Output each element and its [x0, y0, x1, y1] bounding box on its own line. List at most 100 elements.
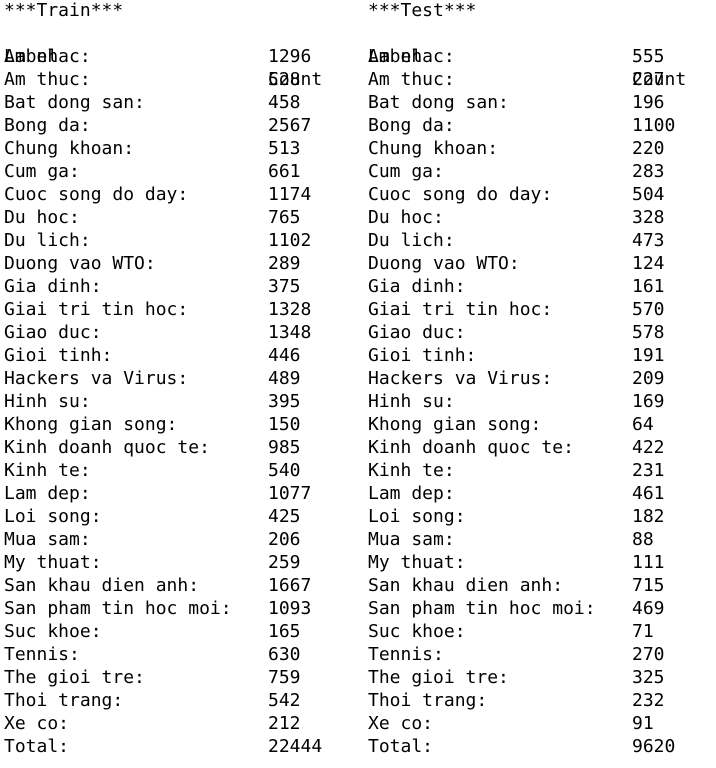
train-row-count: 630: [268, 644, 301, 665]
train-row-label: Xe co:: [4, 713, 70, 734]
test-row-count: 270: [632, 644, 665, 665]
test-table-row: Xe co: 91: [368, 712, 654, 735]
train-table-row: Hackers va Virus: 489: [4, 367, 301, 390]
train-table-row: Am thuc: 528: [4, 68, 301, 91]
train-table-row: Cuoc song do day: 1174: [4, 183, 311, 206]
train-table-row: San pham tin hoc moi: 1093: [4, 597, 311, 620]
train-table-row: Total: 22444: [4, 735, 322, 758]
train-table-row: Am nhac: 1296: [4, 45, 311, 68]
test-row-count: 504: [632, 184, 665, 205]
test-row-label: Am thuc:: [368, 69, 455, 90]
train-row-count: 1296: [268, 46, 312, 67]
train-row-count: 1093: [268, 598, 312, 619]
test-table-row: Lam dep: 461: [368, 482, 665, 505]
test-row-count: 9620: [632, 736, 676, 757]
test-row-label: Tennis:: [368, 644, 444, 665]
test-row-count: 232: [632, 690, 665, 711]
train-row-label: Du hoc:: [4, 207, 80, 228]
test-row-count: 461: [632, 483, 665, 504]
test-section: ***Test*** Label Count Am nhac: 555 Am thu…: [368, 0, 686, 758]
test-row-label: Du hoc:: [368, 207, 444, 228]
test-row-count: 283: [632, 161, 665, 182]
train-table-row: Duong vao WTO: 289: [4, 252, 301, 275]
train-row-label: Am nhac:: [4, 46, 91, 67]
test-table-row: Tennis: 270: [368, 643, 665, 666]
train-table-row: Du lich: 1102: [4, 229, 311, 252]
test-row-count: 161: [632, 276, 665, 297]
test-row-label: Du lich:: [368, 230, 455, 251]
test-table-row: Loi song: 182: [368, 505, 665, 528]
test-row-count: 227: [632, 69, 665, 90]
test-table-row: San khau dien anh: 715: [368, 574, 665, 597]
train-table-row: Suc khoe: 165: [4, 620, 301, 643]
test-row-count: 220: [632, 138, 665, 159]
test-row-label: Cum ga:: [368, 161, 444, 182]
train-title: ***Train***: [4, 0, 124, 21]
test-row-label: The gioi tre:: [368, 667, 509, 688]
test-row-count: 196: [632, 92, 665, 113]
test-table-row: Giai tri tin hoc: 570: [368, 298, 665, 321]
train-row-count: 259: [268, 552, 301, 573]
train-row-count: 1348: [268, 322, 312, 343]
test-row-count: 231: [632, 460, 665, 481]
train-row-label: Chung khoan:: [4, 138, 135, 159]
train-row-count: 2567: [268, 115, 312, 136]
train-row-count: 489: [268, 368, 301, 389]
train-row-count: 289: [268, 253, 301, 274]
test-label-header: Label: [368, 46, 423, 67]
train-row-label: Gioi tinh:: [4, 345, 113, 366]
test-row-count: 182: [632, 506, 665, 527]
train-table-row: Bat dong san: 458: [4, 91, 301, 114]
test-table-row: Mua sam: 88: [368, 528, 654, 551]
train-row-count: 985: [268, 437, 301, 458]
test-table-row: Kinh te: 231: [368, 459, 665, 482]
test-row-count: 64: [632, 414, 654, 435]
test-table-row: Duong vao WTO: 124: [368, 252, 665, 275]
train-table-row: Du hoc: 765: [4, 206, 301, 229]
train-row-count: 446: [268, 345, 301, 366]
test-table-row: Am nhac: 555: [368, 45, 665, 68]
test-row-count: 570: [632, 299, 665, 320]
test-row-label: Hinh su:: [368, 391, 455, 412]
test-table-row: Cum ga: 283: [368, 160, 665, 183]
test-row-count: 169: [632, 391, 665, 412]
train-row-count: 1328: [268, 299, 312, 320]
test-row-label: Lam dep:: [368, 483, 455, 504]
train-row-count: 458: [268, 92, 301, 113]
test-table-row: Bong da: 1100: [368, 114, 675, 137]
test-table-row: Kinh doanh quoc te: 422: [368, 436, 665, 459]
test-row-count: 422: [632, 437, 665, 458]
test-row-count: 325: [632, 667, 665, 688]
train-table-row: Kinh te: 540: [4, 459, 301, 482]
train-row-count: 759: [268, 667, 301, 688]
test-table-row: Hackers va Virus: 209: [368, 367, 665, 390]
test-row-count: 1100: [632, 115, 676, 136]
test-row-label: Khong gian song:: [368, 414, 542, 435]
test-row-count: 715: [632, 575, 665, 596]
test-row-label: Mua sam:: [368, 529, 455, 550]
test-row-count: 124: [632, 253, 665, 274]
test-table-row: Suc khoe: 71: [368, 620, 654, 643]
train-row-count: 542: [268, 690, 301, 711]
train-row-label: Loi song:: [4, 506, 102, 527]
train-row-label: Mua sam:: [4, 529, 91, 550]
train-row-label: Du lich:: [4, 230, 91, 251]
test-table-row: My thuat: 111: [368, 551, 665, 574]
train-row-label: Kinh te:: [4, 460, 91, 481]
test-row-count: 71: [632, 621, 654, 642]
test-header-row: Label Count: [368, 22, 686, 90]
test-row-count: 328: [632, 207, 665, 228]
test-table-row: Bat dong san: 196: [368, 91, 665, 114]
test-row-count: 111: [632, 552, 665, 573]
train-row-count: 395: [268, 391, 301, 412]
train-row-label: Bat dong san:: [4, 92, 145, 113]
train-row-label: San khau dien anh:: [4, 575, 200, 596]
test-row-count: 88: [632, 529, 654, 550]
test-row-label: Gia dinh:: [368, 276, 466, 297]
test-row-label: Gioi tinh:: [368, 345, 477, 366]
train-row-count: 22444: [268, 736, 323, 757]
train-table-row: Hinh su: 395: [4, 390, 301, 413]
test-rows: Am nhac: 555 Am thuc: 227 Bat dong san: 196 Bo…: [368, 45, 675, 758]
test-row-count: 209: [632, 368, 665, 389]
test-row-label: Hackers va Virus:: [368, 368, 553, 389]
